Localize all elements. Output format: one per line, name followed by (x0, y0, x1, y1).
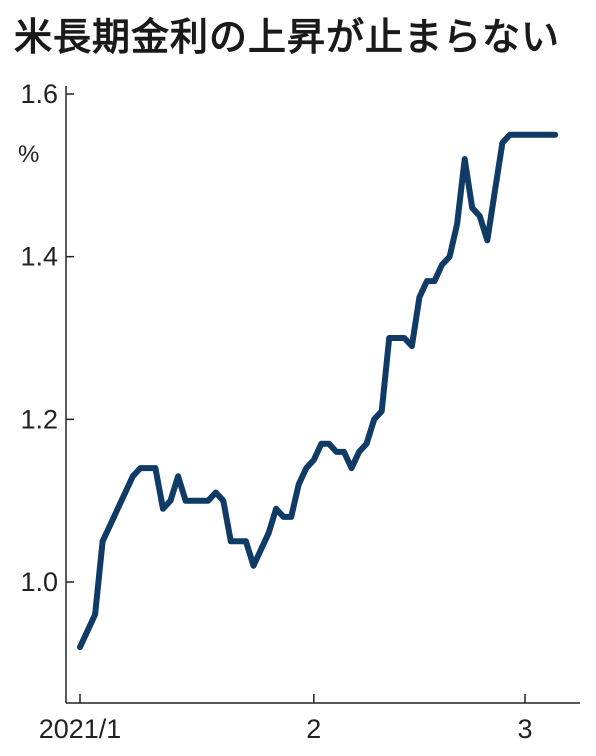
y-tick-label: 1.2 (20, 404, 58, 434)
series-line (77, 131, 559, 651)
x-tick-label: 2 (306, 714, 321, 744)
chart-title: 米長期金利の上昇が止まらない (14, 15, 561, 59)
x-axis: 2021/1 2 3 (39, 694, 580, 744)
y-tick-label: 1.6 (20, 79, 58, 109)
y-tick-label: 1.0 (20, 567, 58, 597)
y-unit-label: % (18, 141, 39, 168)
y-tick-label: 1.4 (20, 242, 58, 272)
x-tick-label: 3 (517, 714, 532, 744)
x-tick-label: 2021/1 (39, 714, 122, 744)
y-axis: 1.0 1.2 1.4 1.6 (20, 79, 74, 703)
